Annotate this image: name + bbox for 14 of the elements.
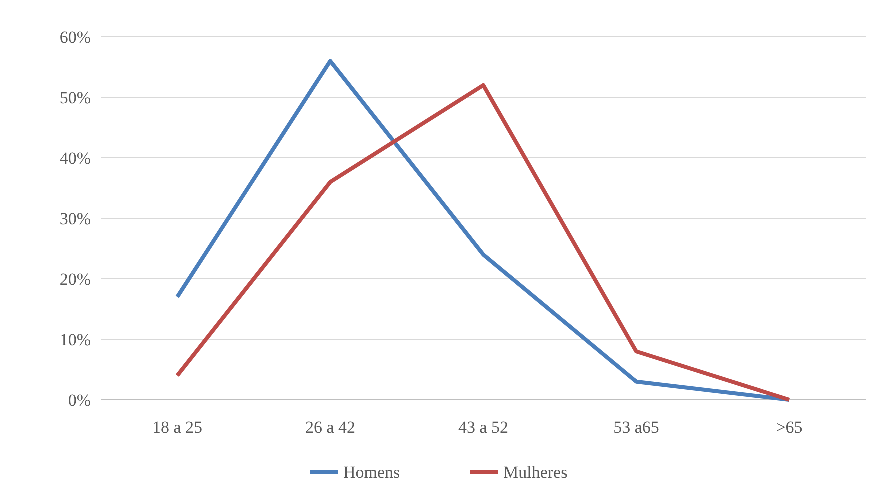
legend-label: Homens — [344, 462, 400, 482]
legend-label: Mulheres — [504, 462, 568, 482]
y-tick-label: 40% — [60, 148, 91, 168]
x-tick-label: 26 a 42 — [305, 418, 356, 437]
x-tick-label: >65 — [776, 418, 803, 437]
x-tick-label: 53 a65 — [614, 418, 660, 437]
x-tick-label: 43 a 52 — [458, 418, 509, 437]
y-tick-label: 20% — [60, 270, 91, 289]
y-tick-label: 60% — [60, 28, 91, 47]
y-tick-label: 30% — [60, 209, 91, 228]
x-tick-label: 18 a 25 — [152, 418, 203, 437]
y-tick-label: 0% — [68, 390, 91, 410]
y-tick-label: 10% — [60, 330, 91, 350]
y-tick-label: 50% — [60, 88, 91, 108]
